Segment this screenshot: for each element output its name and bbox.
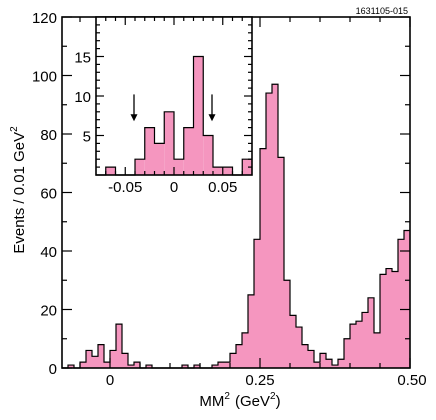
inset-bin [193, 56, 204, 175]
main-bin [314, 362, 320, 368]
inset-bin [174, 159, 184, 175]
inset-x-tick-label: 0.05 [208, 179, 237, 196]
inset-bin [154, 143, 165, 175]
main-bin [290, 315, 296, 368]
main-bin [146, 365, 152, 368]
inset-x-tick-label: 0 [170, 179, 178, 196]
inset-bin [164, 111, 174, 175]
main-bin [392, 271, 398, 368]
main-bin [182, 365, 188, 368]
main-y-tick-label: 20 [40, 303, 57, 320]
main-bin [332, 365, 338, 368]
main-bin [308, 350, 314, 368]
main-bin [86, 350, 92, 368]
inset-histogram [96, 55, 252, 176]
main-bin [224, 362, 230, 368]
main-x-tick-label: 0.50 [397, 372, 426, 389]
main-bin [278, 157, 284, 368]
main-bin [242, 332, 248, 368]
x-axis-title: MM2 (GeV2) [199, 391, 280, 410]
main-bin [374, 332, 380, 368]
inset-bin [135, 159, 145, 175]
main-y-tick-label: 120 [32, 10, 57, 27]
main-bin [134, 362, 140, 368]
main-bin [356, 321, 362, 368]
main-bin [386, 268, 392, 368]
cut-arrow-head [208, 114, 216, 122]
x-axis-title-unit-close: ) [276, 393, 281, 410]
main-bin [398, 239, 404, 368]
main-bin [320, 353, 326, 368]
inset-y-tick-label: 15 [74, 50, 91, 67]
main-bin [344, 338, 350, 368]
figure-id: 1631105-015 [356, 6, 408, 16]
inset-y-tick-label: 10 [74, 89, 91, 106]
main-bin [116, 324, 122, 368]
main-bin [362, 312, 368, 368]
y-axis-title-sup: 2 [9, 126, 20, 132]
main-bin [350, 324, 356, 368]
main-y-tick-label: 100 [32, 69, 57, 86]
main-histogram [62, 83, 410, 369]
inset-x-tick-label: -0.05 [108, 179, 142, 196]
inset-bin [183, 127, 194, 175]
main-bin [284, 280, 290, 368]
inset-bin [213, 167, 223, 175]
main-bin [98, 344, 104, 368]
inset-bin [242, 159, 252, 175]
main-x-tick-label: 0 [106, 372, 114, 389]
y-axis-title-main: Events / 0.01 GeV [11, 132, 28, 254]
main-bin [128, 365, 134, 368]
x-axis-title-main: MM [199, 393, 224, 410]
inset-bin [144, 127, 155, 175]
main-x-tick-label: 0.25 [245, 372, 274, 389]
main-bin [218, 362, 224, 368]
main-outline [62, 83, 410, 369]
main-bin [260, 148, 266, 368]
main-bin [296, 327, 302, 368]
main-bin [254, 239, 260, 368]
main-bin [92, 356, 98, 368]
main-y-tick-label: 0 [49, 361, 57, 378]
inset-y-tick-label: 5 [83, 129, 91, 146]
main-bin [68, 365, 74, 368]
main-bin [110, 350, 116, 368]
cut-arrow-head [130, 114, 138, 122]
main-bin [368, 297, 374, 368]
main-bin [338, 359, 344, 368]
main-bin [404, 230, 410, 368]
main-y-tick-label: 40 [40, 244, 57, 261]
inset-bin [222, 167, 233, 175]
main-bin [302, 344, 308, 368]
main-bin [80, 362, 86, 368]
main-y-tick-label: 80 [40, 127, 57, 144]
inset-bin [203, 135, 213, 175]
inset-bin [105, 167, 116, 175]
main-bin [194, 365, 200, 368]
x-axis-title-sup: 2 [224, 391, 230, 402]
main-bin [230, 353, 236, 368]
main-bin [236, 344, 242, 368]
inset-cut-arrows [130, 94, 216, 122]
x-axis-title-unit-open: (GeV [235, 393, 270, 410]
y-axis-title: Events / 0.01 GeV2 [9, 126, 28, 254]
main-bin [248, 294, 254, 368]
main-bin [326, 359, 332, 368]
inset-axis-ticks: 5 10 15 -0.05 0 0.05 [74, 17, 252, 196]
main-bin [380, 274, 386, 368]
main-bin [104, 362, 110, 368]
main-y-tick-label: 60 [40, 186, 57, 203]
main-bin [266, 93, 272, 369]
main-bin [122, 353, 128, 368]
main-bin [272, 84, 278, 369]
x-axis-title-unit-sup: 2 [270, 391, 276, 402]
main-bin [212, 365, 218, 368]
